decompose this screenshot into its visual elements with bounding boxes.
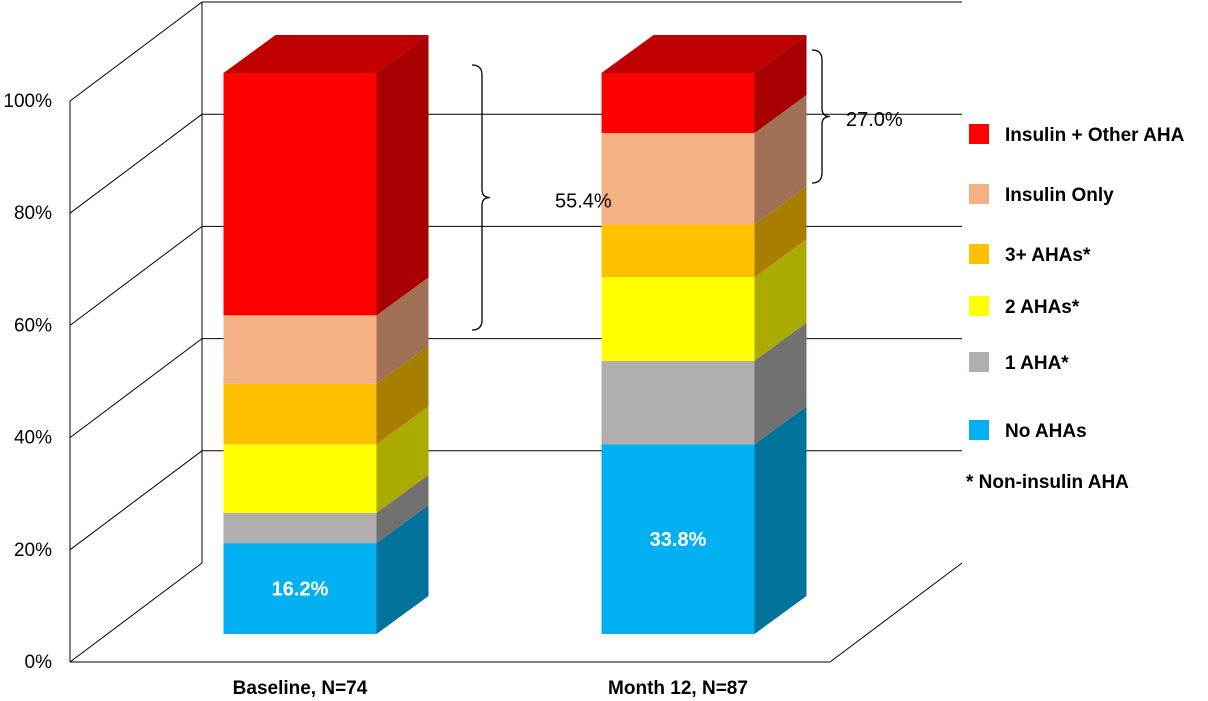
legend-swatch-no-ahas bbox=[969, 420, 989, 440]
y-tick-label: 80% bbox=[14, 203, 52, 224]
category-label: Month 12, N=87 bbox=[608, 678, 748, 699]
bar-2-ahas-baseline-n-74 bbox=[223, 444, 377, 513]
bar-1-aha-month-12-n-87 bbox=[601, 360, 755, 445]
x-axis-categories: Baseline, N=74 Month 12, N=87 bbox=[233, 678, 748, 699]
gridline-side-100 bbox=[69, 1, 203, 102]
bar-no-ahas-month-12-n-87 bbox=[601, 444, 755, 634]
gridlines bbox=[69, 1, 962, 663]
bracket-annotations: 55.4% 27.0% bbox=[471, 49, 903, 331]
gridline-side-20 bbox=[69, 450, 203, 551]
legend-label-1-aha: 1 AHA* bbox=[1005, 353, 1069, 374]
y-axis-ticks: 0% 20% 40% 60% 80% 100% bbox=[3, 91, 52, 673]
data-label: 33.8% bbox=[650, 529, 707, 551]
bar-side-3-ahas-baseline-n-74 bbox=[376, 345, 429, 445]
legend-label-no-ahas: No AHAs bbox=[1005, 421, 1087, 442]
y-tick-label: 100% bbox=[3, 91, 52, 112]
bar-side-1-aha-baseline-n-74 bbox=[376, 474, 429, 544]
bar-insulin-other-aha-month-12-n-87 bbox=[601, 73, 755, 134]
bar-side-2-ahas-baseline-n-74 bbox=[376, 406, 429, 513]
legend-swatch-1-aha bbox=[969, 352, 989, 372]
footnote: * Non-insulin AHA bbox=[966, 472, 1129, 493]
legend-swatch-2-ahas bbox=[969, 296, 989, 316]
legend-label-insulin-only: Insulin Only bbox=[1005, 185, 1114, 206]
legend-swatch-3-ahas bbox=[969, 244, 989, 264]
annotation-label: 27.0% bbox=[846, 109, 903, 131]
chart-back-wall bbox=[69, 2, 963, 663]
legend-label-3-ahas: 3+ AHAs* bbox=[1005, 245, 1091, 266]
bar-side-insulin-only-baseline-n-74 bbox=[376, 277, 429, 384]
bar-side-no-ahas-month-12-n-87 bbox=[754, 406, 807, 634]
bar-top-baseline-n-74 bbox=[223, 35, 429, 73]
bars bbox=[223, 35, 807, 634]
data-labels: 16.2% 33.8% bbox=[272, 529, 707, 600]
bar-side-insulin-other-aha-baseline-n-74 bbox=[376, 35, 429, 316]
y-tick-label: 60% bbox=[14, 315, 52, 336]
legend-swatch-insulin-other-aha bbox=[969, 124, 989, 144]
bar-insulin-other-aha-baseline-n-74 bbox=[223, 73, 377, 316]
y-tick-label: 0% bbox=[25, 652, 53, 673]
legend-swatch-insulin-only bbox=[969, 184, 989, 204]
bar-top-month-12-n-87 bbox=[601, 35, 807, 73]
bar-insulin-only-baseline-n-74 bbox=[223, 315, 377, 384]
bar-2-ahas-month-12-n-87 bbox=[601, 277, 755, 361]
category-label: Baseline, N=74 bbox=[233, 678, 368, 699]
annotation-bracket bbox=[471, 64, 491, 331]
bar-side-2-ahas-month-12-n-87 bbox=[754, 239, 807, 361]
bar-side-1-aha-month-12-n-87 bbox=[754, 322, 807, 445]
legend: Insulin + Other AHA Insulin Only 3+ AHAs* 2… bbox=[966, 124, 1185, 493]
gridline-side-40 bbox=[69, 338, 203, 439]
bar-3-ahas-baseline-n-74 bbox=[223, 383, 377, 445]
floor-right-edge bbox=[829, 562, 963, 663]
bar-side-insulin-other-aha-month-12-n-87 bbox=[754, 35, 807, 134]
legend-label-2-ahas: 2 AHAs* bbox=[1005, 297, 1080, 318]
bar-side-insulin-only-month-12-n-87 bbox=[754, 95, 807, 225]
gridline-side-0 bbox=[69, 562, 203, 663]
bar-no-ahas-baseline-n-74 bbox=[223, 543, 377, 634]
gridline-side-60 bbox=[69, 225, 203, 326]
bar-3-ahas-month-12-n-87 bbox=[601, 224, 755, 278]
bar-1-aha-baseline-n-74 bbox=[223, 512, 377, 544]
y-tick-label: 40% bbox=[14, 428, 52, 449]
gridline-side-80 bbox=[69, 113, 203, 214]
y-tick-label: 20% bbox=[14, 540, 52, 561]
legend-label-insulin-other-aha: Insulin + Other AHA bbox=[1005, 125, 1185, 146]
bar-side-3-ahas-month-12-n-87 bbox=[754, 186, 807, 278]
bar-side-no-ahas-baseline-n-74 bbox=[376, 505, 429, 634]
data-label: 16.2% bbox=[272, 579, 329, 601]
annotation-label: 55.4% bbox=[555, 191, 612, 213]
annotation-bracket bbox=[811, 49, 831, 184]
bar-insulin-only-month-12-n-87 bbox=[601, 133, 755, 225]
